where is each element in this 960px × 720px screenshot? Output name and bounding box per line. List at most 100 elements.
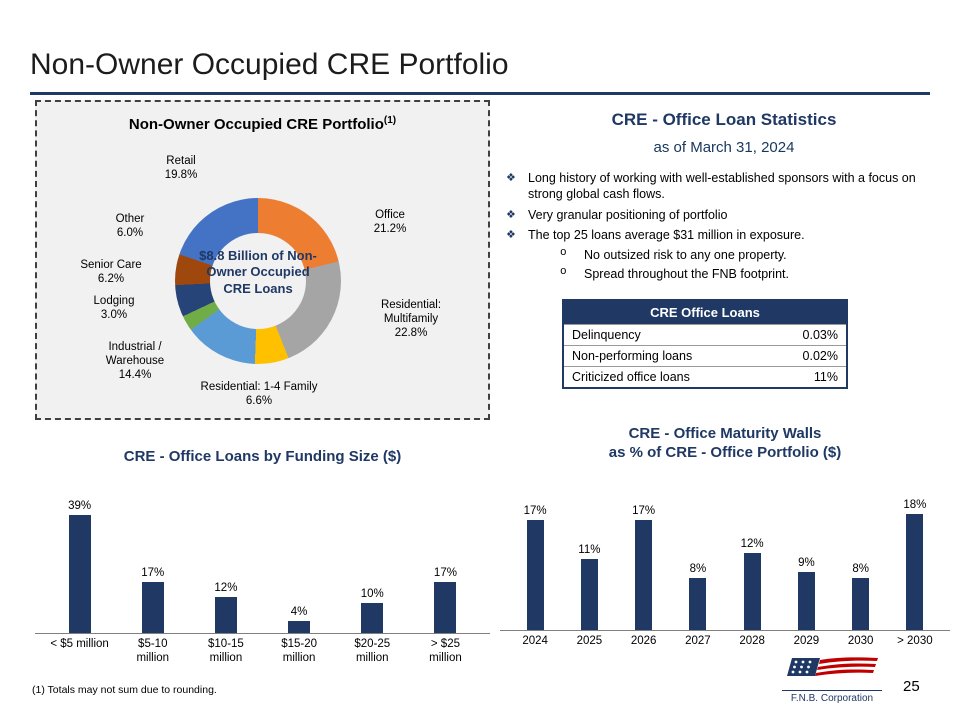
bar-value-label: 12% xyxy=(214,581,238,594)
table-row: Delinquency 0.03% xyxy=(563,323,847,345)
bar-value-label: 8% xyxy=(852,562,869,575)
plot: 39% 17% 12% 4% 10% 17% xyxy=(35,483,490,634)
bar xyxy=(288,620,311,633)
segment-name: Senior Care xyxy=(80,259,142,271)
bar-column: 17% xyxy=(617,505,671,630)
bar-value-label: 12% xyxy=(740,537,764,550)
funding-chart-title: CRE - Office Loans by Funding Size ($) xyxy=(123,448,402,465)
bar-category-label: < $5 million xyxy=(50,637,109,650)
maturity-walls-bar-chart: CRE - Office Maturity Walls as % of CRE … xyxy=(500,425,950,648)
donut-label-lodging: Lodging 3.0% xyxy=(73,294,155,322)
segment-pct: 6.2% xyxy=(97,273,125,286)
bar-category-label: > $25 million xyxy=(429,637,462,664)
segment-pct: 22.8% xyxy=(394,327,428,340)
diamond-bullet-icon: ❖ xyxy=(506,208,516,221)
bar-category-label: 2026 xyxy=(630,634,657,647)
maturity-chart-title-line2: as % of CRE - Office Portfolio ($) xyxy=(608,443,842,461)
category-axis: 2024 2025 2026 2027 2028 2029 2030 > 2030 xyxy=(500,635,950,649)
bar-value-label: 9% xyxy=(798,556,815,569)
diamond-bullet-icon: ❖ xyxy=(506,172,516,184)
table-row: Criticized office loans 11% xyxy=(563,365,847,388)
bar xyxy=(635,519,653,630)
segment-name: Industrial / Warehouse xyxy=(105,341,165,368)
segment-pct: 14.4% xyxy=(118,369,152,382)
bar-value-label: 39% xyxy=(68,499,92,512)
page-title: Non-Owner Occupied CRE Portfolio xyxy=(30,48,509,81)
stats-title: CRE - Office Loan Statistics xyxy=(611,110,837,129)
segment-pct: 21.2% xyxy=(373,223,407,236)
donut-chart-wrap xyxy=(175,198,341,364)
maturity-chart-plot-area: 17% 11% 17% 8% 12% 9% 8% 18% 2024 2025 2026 2027 20… xyxy=(500,480,950,649)
funding-chart-plot-area: 39% 17% 12% 4% 10% 17% < $5 million $5-10 mill… xyxy=(35,483,490,666)
bar-value-label: 11% xyxy=(578,543,601,556)
donut-label-senior-care: Senior Care 6.2% xyxy=(60,258,162,286)
bullet-item: ❖ Long history of working with well-esta… xyxy=(498,170,950,203)
bar-category-label: $5-10 million xyxy=(136,637,170,664)
bar-category-label: $20-25 million xyxy=(354,637,391,664)
segment-pct: 6.0% xyxy=(116,227,144,240)
bullet-text: The top 25 loans average $31 million in … xyxy=(528,227,805,242)
bar-column: 10% xyxy=(336,588,409,633)
donut-label-residential-multifamily: Residential: Multifamily 22.8% xyxy=(357,298,465,340)
bar-value-label: 17% xyxy=(433,566,457,579)
donut-center-label: $8.8 Billion of Non-Owner Occupied CRE L… xyxy=(199,248,317,296)
cre-office-loans-table-wrap: CRE Office Loans Delinquency 0.03% Non-p… xyxy=(562,298,848,389)
donut-label-industrial-warehouse: Industrial / Warehouse 14.4% xyxy=(87,340,183,382)
bar-category-label: $15-20 million xyxy=(281,637,317,664)
donut-label-retail: Retail 19.8% xyxy=(137,154,225,182)
bar-column: 11% xyxy=(562,544,616,630)
donut-label-other: Other 6.0% xyxy=(89,212,171,240)
bar-value-label: 8% xyxy=(689,562,707,575)
stats-bullet-list: ❖ Long history of working with well-esta… xyxy=(498,170,950,283)
bar-value-label: 17% xyxy=(141,566,165,579)
bar xyxy=(434,581,457,633)
segment-pct: 3.0% xyxy=(100,309,128,322)
bar-category-label: 2029 xyxy=(793,634,820,647)
bar-column: 12% xyxy=(725,538,779,630)
segment-name: Retail xyxy=(166,155,196,167)
bar-column: 4% xyxy=(263,606,336,633)
title-divider xyxy=(30,92,930,95)
fnb-logo: F.N.B. Corporation xyxy=(780,656,884,704)
bar-column: 18% xyxy=(888,499,942,630)
bar-value-label: 18% xyxy=(903,498,927,511)
donut-panel-title: Non-Owner Occupied CRE Portfolio(1) xyxy=(37,115,488,133)
page-number: 25 xyxy=(903,678,920,695)
stats-subtitle: as of March 31, 2024 xyxy=(653,139,795,156)
segment-name: Residential: Multifamily xyxy=(380,299,442,326)
bar xyxy=(580,558,598,630)
cre-office-loans-table: CRE Office Loans Delinquency 0.03% Non-p… xyxy=(562,298,848,389)
row-label: Criticized office loans xyxy=(563,365,769,388)
fnb-flag-icon xyxy=(787,657,878,676)
bar xyxy=(689,577,707,630)
row-label: Non-performing loans xyxy=(563,344,769,366)
bar xyxy=(68,514,91,633)
diamond-bullet-icon: ❖ xyxy=(506,228,516,241)
maturity-chart-title-line1: CRE - Office Maturity Walls xyxy=(628,425,822,442)
bar xyxy=(797,571,815,630)
sub-bullet-text: Spread throughout the FNB footprint. xyxy=(584,267,789,282)
bar-category-label: $10-15 million xyxy=(208,637,244,664)
bar-category-label: 2027 xyxy=(685,634,711,647)
row-label: Delinquency xyxy=(563,323,769,345)
bullet-item: ❖ Very granular positioning of portfolio xyxy=(498,207,950,223)
row-value: 0.02% xyxy=(768,344,847,366)
donut-label-office: Office 21.2% xyxy=(353,208,427,236)
circle-bullet-icon: o xyxy=(560,247,567,259)
funding-size-bar-chart: CRE - Office Loans by Funding Size ($) 3… xyxy=(35,448,490,665)
bar-column: 39% xyxy=(43,500,116,633)
bar-value-label: 17% xyxy=(632,504,656,517)
row-value: 0.03% xyxy=(768,323,847,345)
bar xyxy=(361,602,384,633)
bar-category-label: > 2030 xyxy=(897,634,933,647)
table-row: Non-performing loans 0.02% xyxy=(563,344,847,366)
bar-category-label: 2025 xyxy=(576,634,603,647)
logo-text: F.N.B. Corporation xyxy=(790,693,874,704)
bar-column: 17% xyxy=(409,567,482,633)
plot: 17% 11% 17% 8% 12% 9% 8% 18% xyxy=(500,480,950,631)
bar-value-label: 17% xyxy=(523,504,547,517)
segment-name: Other xyxy=(115,213,145,225)
bar xyxy=(852,577,870,630)
bar-column: 8% xyxy=(834,563,888,630)
